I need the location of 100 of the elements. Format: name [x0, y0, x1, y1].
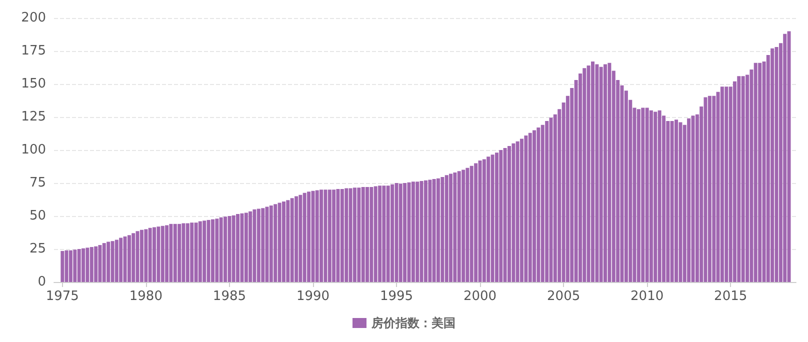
bar	[340, 188, 344, 282]
bar	[156, 226, 160, 282]
bar	[265, 206, 269, 282]
bar	[123, 236, 127, 282]
bar	[298, 194, 302, 282]
bar	[224, 216, 228, 282]
bar	[428, 180, 432, 282]
y-tick-label: 175	[21, 44, 46, 58]
bar	[261, 208, 265, 282]
bar	[499, 150, 503, 282]
bar	[278, 202, 282, 282]
bar	[294, 196, 298, 282]
bar	[186, 223, 190, 282]
bar	[182, 223, 186, 282]
x-tick-label: 1995	[380, 289, 414, 304]
bar	[649, 110, 653, 282]
bar	[132, 233, 136, 282]
bar	[645, 108, 649, 282]
bar	[586, 66, 590, 282]
bar	[136, 231, 140, 282]
bar	[737, 76, 741, 282]
x-tick-label: 2010	[630, 289, 664, 304]
bar	[348, 188, 352, 282]
y-tick-label: 25	[29, 242, 46, 256]
bar	[119, 238, 123, 282]
bar	[436, 178, 440, 282]
bar	[86, 248, 90, 282]
bar	[148, 228, 152, 282]
bar	[240, 213, 244, 282]
bar	[591, 62, 595, 282]
bar	[724, 86, 728, 282]
bar	[783, 34, 787, 282]
bar	[152, 227, 156, 282]
bar	[595, 64, 599, 282]
bar	[603, 64, 607, 282]
bar	[687, 118, 691, 282]
bar	[202, 220, 206, 282]
bar	[453, 172, 457, 282]
bar	[315, 190, 319, 282]
bar	[532, 130, 536, 282]
bar	[674, 120, 678, 282]
bar	[307, 192, 311, 282]
bar	[440, 177, 444, 282]
x-tick-label: 2015	[714, 289, 748, 304]
bar	[320, 190, 324, 282]
bar	[374, 186, 378, 282]
bar	[60, 250, 64, 282]
bar	[286, 200, 290, 282]
bar	[190, 222, 194, 282]
bar	[102, 243, 106, 282]
bar	[507, 146, 511, 282]
bar	[398, 184, 402, 282]
bar	[290, 198, 294, 282]
bar	[274, 204, 278, 282]
legend-label: 房价指数：美国	[370, 316, 456, 330]
bar	[219, 217, 223, 282]
bar	[352, 188, 356, 282]
bar	[524, 135, 528, 282]
bar	[658, 110, 662, 282]
bar	[787, 31, 791, 282]
bar	[94, 246, 98, 282]
bar	[165, 225, 169, 282]
bar	[420, 181, 424, 282]
y-tick-label: 75	[29, 176, 46, 190]
bar	[173, 224, 177, 282]
bar	[365, 186, 369, 282]
bar	[198, 221, 202, 282]
bar	[641, 108, 645, 282]
x-tick-label: 1980	[129, 289, 162, 304]
bar	[774, 47, 778, 282]
y-tick-label: 125	[21, 110, 46, 124]
bar	[68, 250, 72, 282]
bar	[403, 183, 407, 282]
bar	[520, 138, 524, 282]
bar	[248, 211, 252, 282]
bar	[90, 247, 94, 282]
y-tick-label: 150	[21, 76, 46, 92]
bar	[98, 245, 102, 282]
bar	[382, 186, 386, 282]
bar	[770, 48, 774, 282]
bar	[490, 154, 494, 282]
bar	[708, 96, 712, 282]
bar	[178, 224, 182, 282]
bar	[462, 170, 466, 282]
x-tick-label: 2005	[547, 289, 580, 304]
bar	[449, 174, 452, 282]
bar	[344, 188, 348, 282]
x-tick-label: 1990	[296, 289, 330, 304]
x-tick-label: 1975	[46, 289, 79, 304]
bar	[361, 186, 365, 282]
bar	[73, 250, 77, 282]
bar	[311, 190, 315, 282]
bar	[394, 183, 398, 282]
x-tick-label: 1985	[212, 289, 246, 304]
bar	[336, 188, 340, 282]
bar	[691, 116, 695, 282]
bar	[64, 250, 68, 282]
bar	[486, 156, 490, 282]
bar	[77, 249, 81, 282]
bar	[754, 62, 758, 282]
